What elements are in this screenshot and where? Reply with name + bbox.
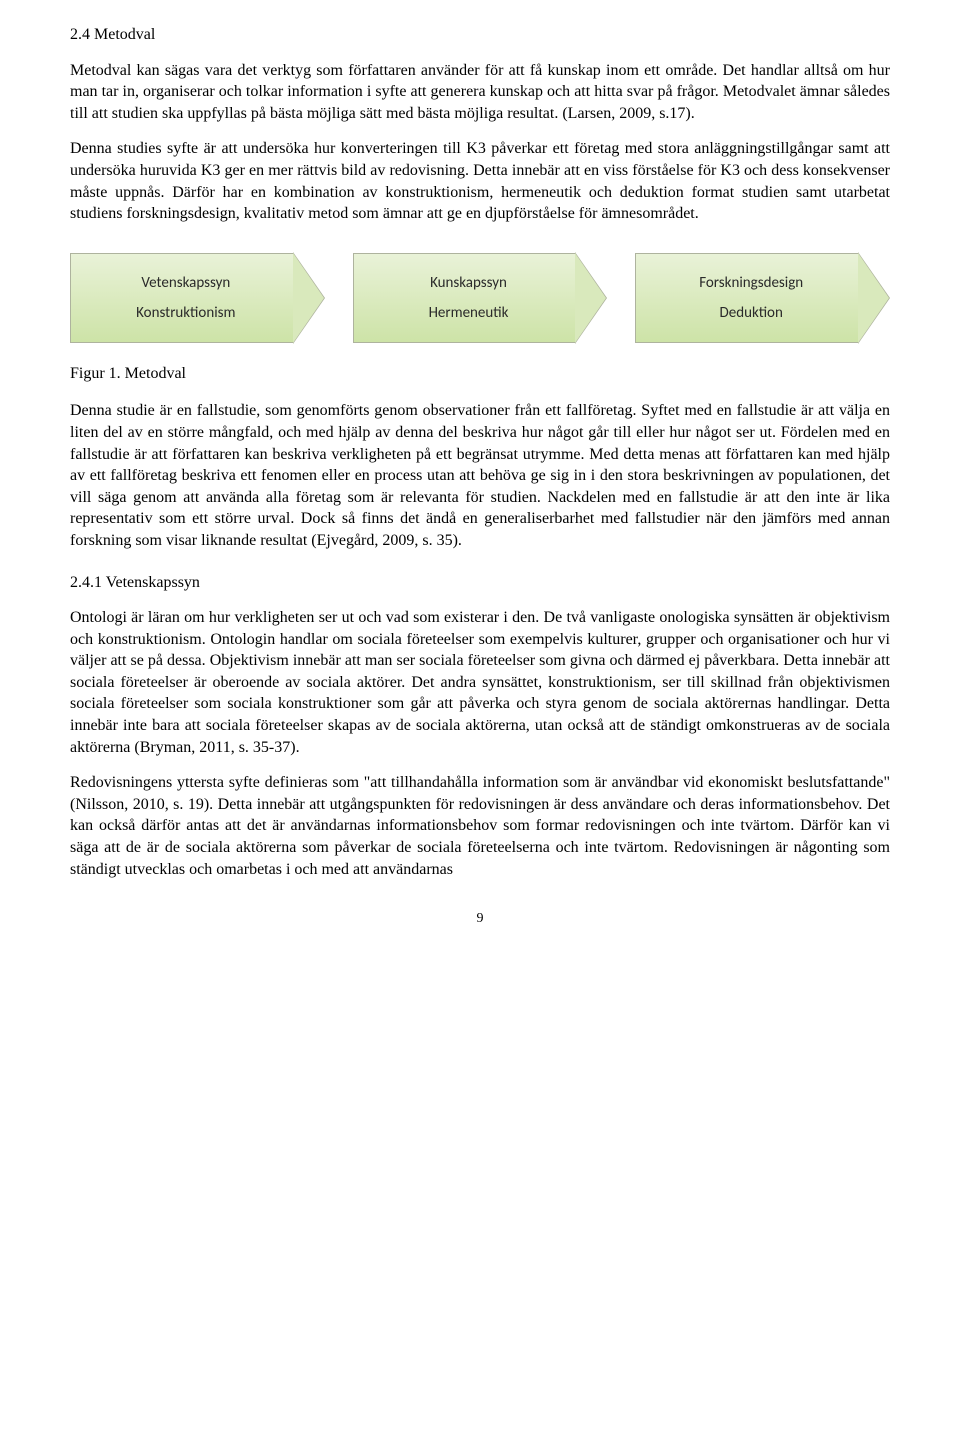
arrow-label-top: Vetenskapssyn	[141, 268, 230, 298]
arrow-vetenskapssyn: Vetenskapssyn Konstruktionism	[70, 253, 325, 343]
arrow-head-icon	[293, 252, 325, 344]
arrow-kunskapssyn: Kunskapssyn Hermeneutik	[353, 253, 608, 343]
arrow-label-bottom: Deduktion	[720, 298, 783, 328]
body-paragraph: Denna studies syfte är att undersöka hur…	[70, 138, 890, 224]
arrow-label-top: Kunskapssyn	[430, 268, 507, 298]
figure-caption: Figur 1. Metodval	[70, 363, 890, 385]
arrow-head-icon	[575, 252, 607, 344]
subsection-heading: 2.4.1 Vetenskapssyn	[70, 572, 890, 594]
arrows-diagram: Vetenskapssyn Konstruktionism Kunskapssy…	[70, 253, 890, 343]
body-paragraph: Ontologi är läran om hur verkligheten se…	[70, 607, 890, 758]
page-number: 9	[70, 910, 890, 929]
section-heading: 2.4 Metodval	[70, 24, 890, 46]
body-paragraph: Metodval kan sägas vara det verktyg som …	[70, 60, 890, 125]
body-paragraph: Redovisningens yttersta syfte definieras…	[70, 772, 890, 880]
arrow-head-icon	[858, 252, 890, 344]
arrow-forskningsdesign: Forskningsdesign Deduktion	[635, 253, 890, 343]
body-paragraph: Denna studie är en fallstudie, som genom…	[70, 400, 890, 551]
arrow-label-bottom: Hermeneutik	[429, 298, 509, 328]
arrow-label-bottom: Konstruktionism	[136, 298, 235, 328]
arrow-label-top: Forskningsdesign	[699, 268, 803, 298]
